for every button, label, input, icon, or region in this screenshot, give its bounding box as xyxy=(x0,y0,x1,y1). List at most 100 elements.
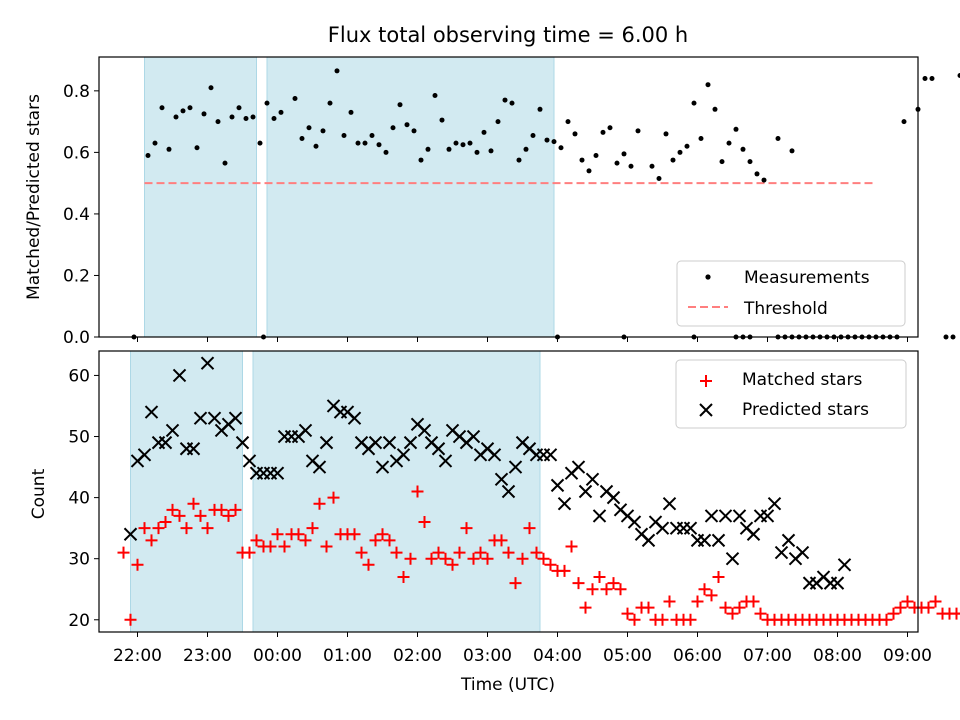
x-tick-label: 03:00 xyxy=(463,646,512,666)
predicted-star-point xyxy=(298,423,313,438)
matched-star-point xyxy=(572,577,585,590)
top-legend: Measurements Threshold xyxy=(676,260,906,327)
measurement-point xyxy=(558,145,564,151)
measurement-point xyxy=(397,102,403,108)
matched-star-point xyxy=(327,491,340,504)
measurement-point xyxy=(747,159,753,165)
top-y-tick-label: 0.6 xyxy=(63,143,90,163)
predicted-star-point xyxy=(641,533,656,548)
predicted-star-point xyxy=(144,405,159,419)
predicted-star-point xyxy=(711,533,726,548)
predicted-star-point xyxy=(438,454,453,468)
matched-star-point xyxy=(362,558,375,571)
measurement-point xyxy=(719,159,725,165)
matched-star-point xyxy=(691,595,704,608)
measurement-point xyxy=(593,152,599,158)
matched-star-point xyxy=(222,509,235,522)
measurement-point xyxy=(460,142,466,148)
matched-star-point xyxy=(901,595,914,608)
measurement-point xyxy=(607,125,613,131)
predicted-star-point xyxy=(347,411,362,425)
measurement-point xyxy=(943,334,949,340)
measurement-point xyxy=(761,177,767,183)
measurement-point xyxy=(698,136,704,142)
bottom-y-tick-label: 40 xyxy=(68,489,90,509)
measurement-point xyxy=(474,149,480,155)
measurement-point xyxy=(222,160,228,166)
predicted-star-point xyxy=(767,497,782,511)
predicted-star-point xyxy=(123,527,138,541)
matched-star-point xyxy=(131,558,144,571)
bottom-shaded-interval-0 xyxy=(130,350,243,633)
predicted-star-point xyxy=(662,497,677,511)
measurement-point xyxy=(369,132,375,138)
measurement-point xyxy=(600,129,606,135)
measurement-point xyxy=(432,92,438,98)
measurement-point xyxy=(292,96,298,102)
matched-star-point xyxy=(929,595,942,608)
x-tick-label: 01:00 xyxy=(323,646,372,666)
bottom-y-tick-label: 20 xyxy=(68,611,90,631)
matched-star-point xyxy=(313,497,326,510)
predicted-star-point xyxy=(312,460,327,474)
measurement-point xyxy=(656,176,662,182)
measurement-point xyxy=(271,116,277,122)
predicted-star-point xyxy=(718,509,733,523)
predicted-star-point xyxy=(760,509,775,523)
bottom-y-tick-label: 30 xyxy=(68,550,90,570)
matched-star-point xyxy=(887,607,900,620)
predicted-star-point xyxy=(557,497,572,511)
predicted-star-point xyxy=(655,521,670,535)
bottom-y-tick-label: 50 xyxy=(68,428,90,448)
matched-star-point xyxy=(152,522,165,535)
top-legend-box xyxy=(676,260,906,327)
matched-star-point xyxy=(383,534,396,547)
measurement-point xyxy=(775,136,781,142)
measurement-point xyxy=(572,131,578,137)
measurement-point xyxy=(236,105,242,111)
x-tick-label: 00:00 xyxy=(253,646,302,666)
matched-star-point xyxy=(201,522,214,535)
top-legend-measurement-marker xyxy=(705,274,711,280)
measurement-point xyxy=(705,82,711,88)
matched-star-point xyxy=(586,583,599,596)
measurement-point xyxy=(404,122,410,128)
predicted-star-point xyxy=(830,576,845,590)
predicted-star-point xyxy=(186,442,201,456)
predicted-star-point xyxy=(487,448,502,462)
measurement-point xyxy=(243,116,249,122)
figure-title: Flux total observing time = 6.00 h xyxy=(328,23,688,47)
matched-star-point xyxy=(250,534,263,547)
x-tick-label: 05:00 xyxy=(603,646,652,666)
matched-star-point xyxy=(215,503,228,516)
predicted-star-point xyxy=(137,448,152,462)
predicted-star-point xyxy=(172,368,187,383)
matched-star-point xyxy=(229,503,242,516)
matched-star-point xyxy=(726,607,739,620)
matched-star-point xyxy=(544,558,557,571)
matched-star-point xyxy=(187,497,200,510)
predicted-star-point xyxy=(403,435,418,450)
measurement-point xyxy=(950,334,956,340)
matched-star-point xyxy=(243,546,256,559)
matched-star-point xyxy=(264,540,277,553)
measurement-point xyxy=(348,109,354,115)
predicted-star-point xyxy=(207,411,222,425)
matched-star-point xyxy=(348,528,361,541)
measurement-point xyxy=(677,149,683,155)
matched-star-point xyxy=(376,528,389,541)
matched-star-point xyxy=(166,503,179,516)
x-tick-label: 22:00 xyxy=(113,646,162,666)
matched-star-point xyxy=(509,577,522,590)
measurement-point xyxy=(789,148,795,154)
predicted-star-point xyxy=(158,435,173,450)
x-tick-label: 07:00 xyxy=(743,646,792,666)
bottom-legend-matched-marker xyxy=(700,375,712,387)
top-y-tick-label: 0.4 xyxy=(63,205,90,225)
measurement-point xyxy=(257,140,263,146)
predicted-star-point xyxy=(732,509,747,523)
measurement-point xyxy=(376,142,382,148)
bottom-legend-predicted-label: Predicted stars xyxy=(742,400,869,420)
predicted-star-point xyxy=(368,435,383,450)
predicted-star-point xyxy=(683,521,698,535)
